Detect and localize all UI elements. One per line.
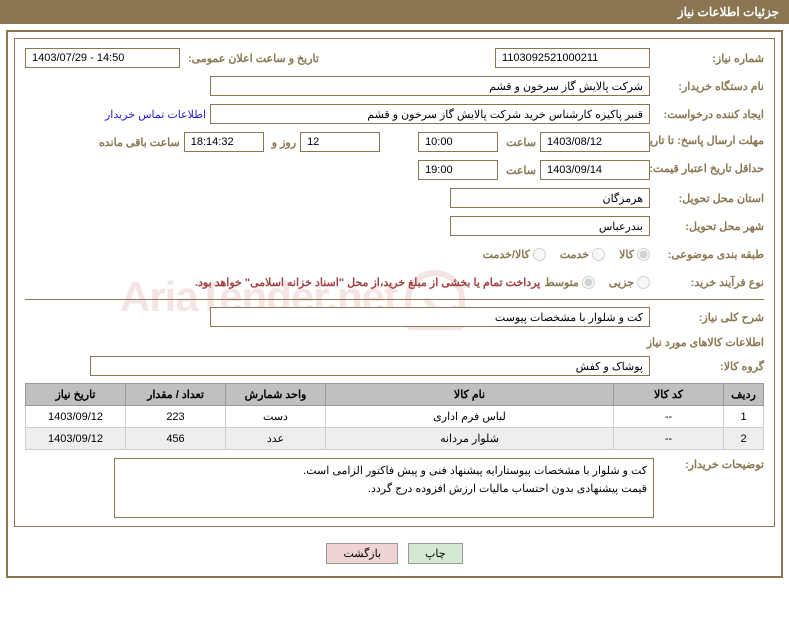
label-province: استان محل تحویل: (654, 192, 764, 205)
table-header-cell: ردیف (724, 384, 764, 406)
field-remain-days: 12 (300, 132, 380, 152)
category-option[interactable]: کالا/خدمت (483, 248, 546, 261)
table-cell: 1403/09/12 (26, 406, 126, 428)
row-deadline: مهلت ارسال پاسخ: تا تاریخ: 1403/08/12 سا… (25, 131, 764, 153)
field-buyer-org: شرکت پالایش گاز سرخون و قشم (210, 76, 650, 96)
field-announce-dt: 1403/07/29 - 14:50 (25, 48, 180, 68)
radio-label: خدمت (560, 248, 589, 261)
table-cell: 1403/09/12 (26, 428, 126, 450)
row-description: توضیحات خریدار: کت و شلوار با مشخصات پیو… (25, 458, 764, 518)
page-title: جزئیات اطلاعات نیاز (678, 5, 779, 19)
process-option[interactable]: جزیی (609, 276, 650, 289)
table-header-cell: نام کالا (326, 384, 614, 406)
field-need-no: 1103092521000211 (495, 48, 650, 68)
process-option[interactable]: متوسط (544, 276, 595, 289)
row-city: شهر محل تحویل: بندرعباس (25, 215, 764, 237)
radio-label: جزیی (609, 276, 634, 289)
row-category: طبقه بندی موضوعی: کالا خدمت کالا/خدمت (25, 243, 764, 265)
field-goods-group: پوشاک و کفش (90, 356, 650, 376)
table-body: 1--لباس فرم اداریدست2231403/09/122--شلوا… (26, 406, 764, 450)
field-buyer-notes: کت و شلوار با مشخصات پیوستارایه پیشنهاد … (114, 458, 654, 518)
row-summary: شرح کلی نیاز: کت و شلوار با مشخصات پیوست (25, 306, 764, 328)
process-radio[interactable] (582, 276, 595, 289)
items-table: ردیفکد کالانام کالاواحد شمارشتعداد / مقد… (25, 383, 764, 450)
table-cell: شلوار مردانه (326, 428, 614, 450)
back-button[interactable]: بازگشت (326, 543, 398, 564)
category-option[interactable]: خدمت (560, 248, 605, 261)
process-radio[interactable] (637, 276, 650, 289)
label-buyer-notes: توضیحات خریدار: (654, 458, 764, 471)
radio-label: کالا/خدمت (483, 248, 530, 261)
label-summary: شرح کلی نیاز: (654, 311, 764, 324)
row-need-no: شماره نیاز: 1103092521000211 تاریخ و ساع… (25, 47, 764, 69)
field-city: بندرعباس (450, 216, 650, 236)
label-time-1: ساعت (502, 136, 536, 149)
process-radio-group: جزیی متوسط (544, 276, 650, 289)
label-validity: حداقل تاریخ اعتبار قیمت: تا تاریخ: (654, 163, 764, 176)
table-header-cell: واحد شمارش (226, 384, 326, 406)
page-header: جزئیات اطلاعات نیاز (0, 0, 789, 24)
table-cell: -- (614, 428, 724, 450)
table-header-cell: تعداد / مقدار (126, 384, 226, 406)
label-time-2: ساعت (502, 164, 536, 177)
row-goods-group: گروه کالا: پوشاک و کفش (25, 355, 764, 377)
row-buyer-org: نام دستگاه خریدار: شرکت پالایش گاز سرخون… (25, 75, 764, 97)
label-deadline: مهلت ارسال پاسخ: تا تاریخ: (654, 135, 764, 148)
field-deadline-time: 10:00 (418, 132, 498, 152)
radio-label: کالا (619, 248, 634, 261)
category-radio-group: کالا خدمت کالا/خدمت (483, 248, 650, 261)
field-summary: کت و شلوار با مشخصات پیوست (210, 307, 650, 327)
table-row: 2--شلوار مردانهعدد4561403/09/12 (26, 428, 764, 450)
category-option[interactable]: کالا (619, 248, 650, 261)
field-validity-time: 19:00 (418, 160, 498, 180)
field-requester: قنبر پاکیزه کارشناس خرید شرکت پالایش گاز… (210, 104, 650, 124)
inner-frame: شماره نیاز: 1103092521000211 تاریخ و ساع… (14, 38, 775, 527)
label-remaining: ساعت باقی مانده (95, 136, 180, 149)
row-requester: ایجاد کننده درخواست: قنبر پاکیزه کارشناس… (25, 103, 764, 125)
table-cell: لباس فرم اداری (326, 406, 614, 428)
category-radio[interactable] (533, 248, 546, 261)
process-note: پرداخت تمام یا بخشی از مبلغ خرید،از محل … (25, 276, 540, 289)
table-cell: 1 (724, 406, 764, 428)
table-cell: 456 (126, 428, 226, 450)
label-city: شهر محل تحویل: (654, 220, 764, 233)
table-row: 1--لباس فرم اداریدست2231403/09/12 (26, 406, 764, 428)
button-row: چاپ بازگشت (14, 537, 775, 570)
label-need-no: شماره نیاز: (654, 52, 764, 65)
table-cell: 223 (126, 406, 226, 428)
row-process: نوع فرآیند خرید: جزیی متوسط پرداخت تمام ی… (25, 271, 764, 293)
label-requester: ایجاد کننده درخواست: (654, 108, 764, 121)
field-deadline-date: 1403/08/12 (540, 132, 650, 152)
table-header-cell: کد کالا (614, 384, 724, 406)
category-radio[interactable] (592, 248, 605, 261)
table-cell: 2 (724, 428, 764, 450)
label-buyer-org: نام دستگاه خریدار: (654, 80, 764, 93)
table-cell: -- (614, 406, 724, 428)
table-cell: دست (226, 406, 326, 428)
table-cell: عدد (226, 428, 326, 450)
row-validity: حداقل تاریخ اعتبار قیمت: تا تاریخ: 1403/… (25, 159, 764, 181)
field-province: هرمزگان (450, 188, 650, 208)
label-days-and: روز و (268, 136, 296, 149)
label-process: نوع فرآیند خرید: (654, 276, 764, 289)
radio-label: متوسط (544, 276, 579, 289)
label-announce-dt: تاریخ و ساعت اعلان عمومی: (184, 52, 319, 65)
label-category: طبقه بندی موضوعی: (654, 248, 764, 261)
link-buyer-contact[interactable]: اطلاعات تماس خریدار (105, 108, 206, 121)
row-province: استان محل تحویل: هرمزگان (25, 187, 764, 209)
section-goods-info: اطلاعات کالاهای مورد نیاز (25, 336, 764, 349)
print-button[interactable]: چاپ (408, 543, 463, 564)
table-header-cell: تاریخ نیاز (26, 384, 126, 406)
label-goods-group: گروه کالا: (654, 360, 764, 373)
category-radio[interactable] (637, 248, 650, 261)
field-validity-date: 1403/09/14 (540, 160, 650, 180)
outer-frame: شماره نیاز: 1103092521000211 تاریخ و ساع… (6, 30, 783, 578)
table-header-row: ردیفکد کالانام کالاواحد شمارشتعداد / مقد… (26, 384, 764, 406)
field-remain-time: 18:14:32 (184, 132, 264, 152)
